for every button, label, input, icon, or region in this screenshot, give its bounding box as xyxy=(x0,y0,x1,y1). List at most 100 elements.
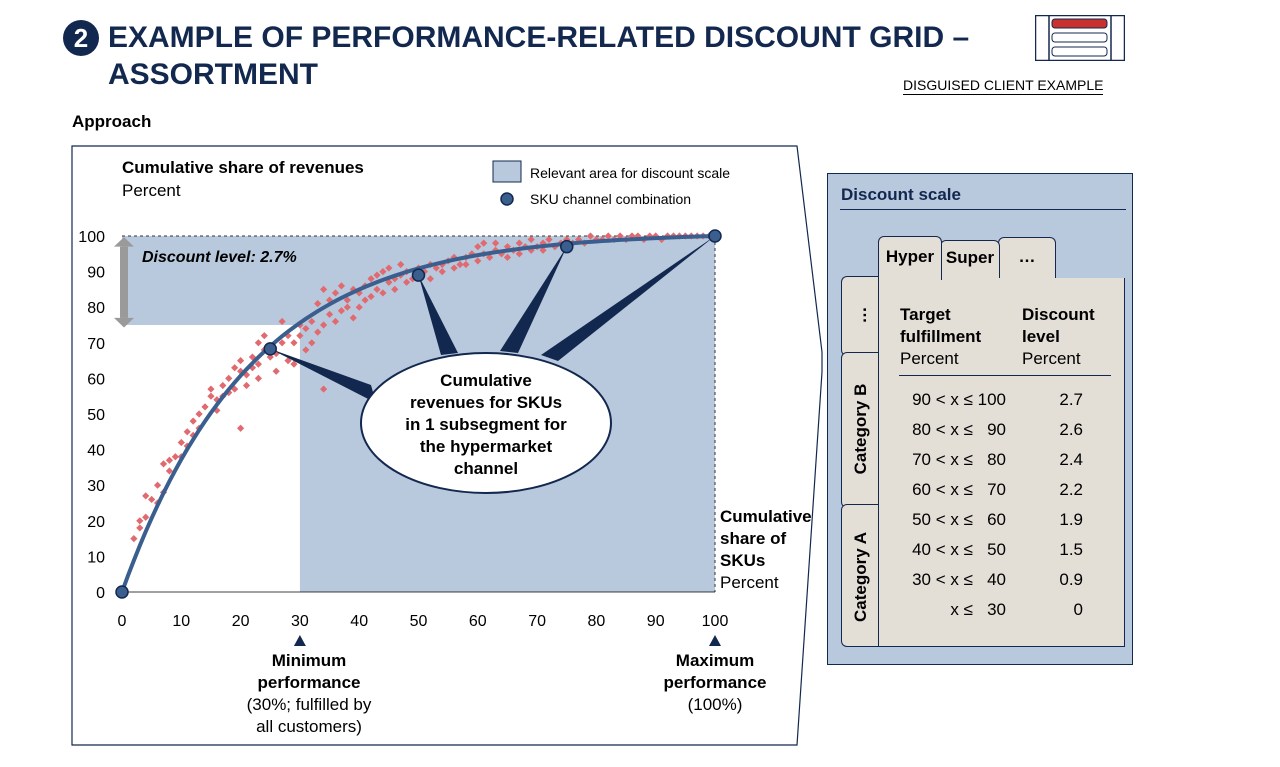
tab-hyper[interactable]: Hyper xyxy=(878,236,942,280)
scatter-point xyxy=(355,303,363,311)
callout-pointer xyxy=(500,246,567,353)
scatter-point xyxy=(367,275,375,283)
discount-arrow-head-bottom xyxy=(114,317,134,328)
y-tick-label: 0 xyxy=(96,585,105,602)
scatter-point xyxy=(207,385,215,393)
x-axis-title: Cumulative xyxy=(720,507,812,526)
chart-title: Cumulative share of revenues xyxy=(122,158,364,177)
scatter-point xyxy=(515,239,523,247)
x-axis-unit: Percent xyxy=(720,573,779,592)
chart-y-unit: Percent xyxy=(122,181,181,200)
scatter-point xyxy=(325,296,334,304)
x-tick-label: 80 xyxy=(588,613,606,630)
tab-more[interactable]: … xyxy=(998,237,1056,279)
scatter-point xyxy=(432,264,440,272)
scatter-point xyxy=(153,481,162,489)
row-discount: 0 xyxy=(1073,600,1083,619)
x-tick-label: 70 xyxy=(528,613,546,630)
table-row: x ≤ 30 0 xyxy=(880,600,1120,630)
callout-text: in 1 subsegment for xyxy=(405,415,567,434)
y-tick-label: 20 xyxy=(87,514,105,531)
row-range: 90 < x ≤ 100 xyxy=(912,390,1006,409)
scatter-point xyxy=(308,339,316,347)
row-discount: 2.2 xyxy=(1059,480,1083,499)
scatter-point xyxy=(331,317,340,326)
callout-text: channel xyxy=(454,459,518,478)
legend-marker-label: SKU channel combination xyxy=(530,191,691,207)
scatter-point xyxy=(136,517,144,525)
callout-text: the hypermarket xyxy=(420,437,553,456)
scatter-point xyxy=(130,535,138,543)
scatter-point xyxy=(349,285,357,293)
scatter-point xyxy=(426,275,434,283)
scatter-point xyxy=(142,492,150,500)
table-row: 50 < x ≤ 60 1.9 xyxy=(880,510,1120,540)
side-tab-category-b[interactable]: Category B xyxy=(841,352,879,508)
row-range: 60 < x ≤ 70 xyxy=(912,480,1006,499)
scatter-point xyxy=(337,282,346,290)
scatter-point xyxy=(254,374,262,382)
col-target-header-line1: Target xyxy=(900,305,951,324)
callout-pointer xyxy=(418,275,458,355)
scatter-point xyxy=(367,292,375,301)
scatter-point xyxy=(320,321,328,329)
scatter-point xyxy=(225,374,233,382)
scatter-point xyxy=(379,268,387,276)
table-row: 70 < x ≤ 80 2.4 xyxy=(880,450,1120,480)
maximum-performance-label: performance xyxy=(664,673,767,692)
minimum-performance-label: (30%; fulfilled by xyxy=(247,695,372,714)
tab-more-label: … xyxy=(1018,247,1036,266)
maximum-performance-marker xyxy=(709,635,721,646)
tab-super[interactable]: Super xyxy=(940,240,1000,279)
maximum-performance-label: (100%) xyxy=(688,695,743,714)
discount-scale-title: Discount scale xyxy=(841,185,961,204)
scatter-point xyxy=(171,453,179,461)
scatter-point xyxy=(474,257,482,265)
callout-bubble xyxy=(360,352,612,494)
row-range: 30 < x ≤ 40 xyxy=(912,570,1006,589)
scatter-point xyxy=(361,296,369,304)
scatter-point xyxy=(177,438,185,447)
section-number-badge: 2 xyxy=(63,20,99,56)
scatter-point xyxy=(539,246,547,254)
tab-hyper-label: Hyper xyxy=(885,247,935,266)
scatter-point xyxy=(462,260,470,269)
scatter-point xyxy=(320,285,328,293)
scatter-point xyxy=(314,300,322,308)
scatter-point xyxy=(337,307,346,315)
discount-level-label: Discount level: 2.7% xyxy=(142,249,297,266)
x-tick-label: 0 xyxy=(118,613,127,630)
logo-bar-middle xyxy=(1051,32,1108,43)
table-row: 80 < x ≤ 90 2.6 xyxy=(880,420,1120,450)
scatter-point xyxy=(242,381,251,390)
side-tab-category-a[interactable]: Category A xyxy=(841,504,879,647)
row-range: 40 < x ≤ 50 xyxy=(912,540,1006,559)
scatter-point xyxy=(385,278,393,286)
scatter-point xyxy=(403,278,411,286)
legend-area-label: Relevant area for discount scale xyxy=(530,165,730,181)
discount-scale-divider xyxy=(840,209,1126,210)
side-tab-more[interactable]: … xyxy=(841,276,879,356)
scatter-point xyxy=(296,332,304,340)
row-range: 80 < x ≤ 90 xyxy=(912,420,1006,439)
scatter-point xyxy=(480,239,488,247)
row-discount: 2.4 xyxy=(1059,450,1083,469)
scatter-point xyxy=(183,428,191,436)
scatter-point xyxy=(391,285,399,293)
scatter-point xyxy=(491,239,500,247)
scatter-point xyxy=(391,275,399,283)
scatter-point xyxy=(349,314,357,322)
col-discount-header-line1: Discount xyxy=(1022,305,1095,324)
legend-area-swatch xyxy=(492,160,522,183)
scatter-point xyxy=(586,232,595,240)
scatter-point xyxy=(148,495,156,504)
row-discount: 1.5 xyxy=(1059,540,1083,559)
scatter-point xyxy=(284,357,292,365)
y-tick-label: 60 xyxy=(87,371,105,388)
maximum-performance-label: Maximum xyxy=(676,651,754,670)
scatter-point xyxy=(219,381,227,390)
x-axis-title: share of xyxy=(720,529,786,548)
discount-arrow-head-top xyxy=(114,237,134,247)
scatter-point xyxy=(373,285,381,293)
